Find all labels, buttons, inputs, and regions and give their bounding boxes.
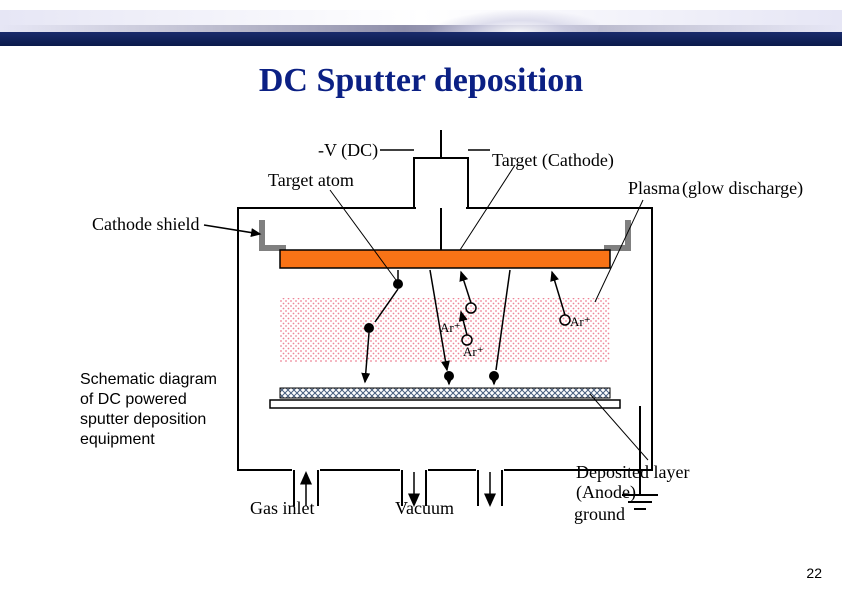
label-ar-plus-2: Ar⁺ [570, 314, 591, 330]
label-anode: (Anode) [576, 482, 636, 503]
label-glow-discharge: (glow discharge) [682, 178, 803, 199]
label-target-atom: Target atom [268, 170, 354, 191]
label-ar-plus-1: Ar⁺ [440, 320, 461, 336]
label-ground: ground [574, 504, 625, 525]
label-target-cathode: Target (Cathode) [492, 150, 614, 171]
label-plasma: Plasma [628, 178, 680, 199]
label-cathode-shield: Cathode shield [92, 214, 199, 235]
label-deposited-layer: Deposited layer [576, 462, 689, 483]
page-number: 22 [806, 565, 822, 581]
label-gas-inlet: Gas inlet [250, 498, 315, 519]
label-vacuum: Vacuum [395, 498, 454, 519]
label-ar-plus-3: Ar⁺ [463, 344, 484, 360]
label-v-dc: -V (DC) [318, 140, 378, 161]
diagram-caption: Schematic diagram of DC powered sputter … [80, 370, 230, 450]
